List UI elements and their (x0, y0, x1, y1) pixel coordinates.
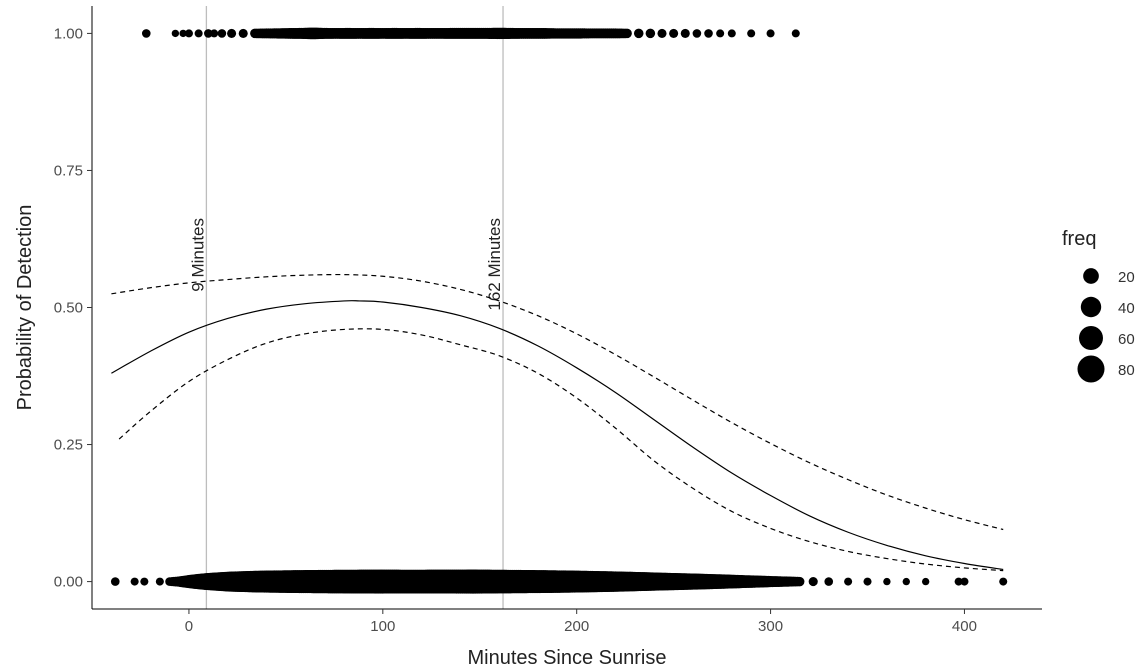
x-axis-ticks: 0 100 200 300 400 (185, 609, 977, 635)
legend-label: 80 (1118, 362, 1135, 379)
legend-key (1083, 268, 1099, 284)
x-axis-title: Minutes Since Sunrise (468, 647, 667, 669)
legend-label: 20 (1118, 269, 1135, 286)
reference-lines (205, 6, 504, 609)
data-point (727, 29, 736, 38)
data-point (645, 28, 656, 39)
points-not-detected (110, 569, 1008, 594)
reference-line-label: 9 Minutes (188, 218, 207, 292)
data-point (130, 577, 139, 586)
y-axis-title: Probability of Detection (14, 205, 36, 411)
fitted-line (111, 300, 1004, 571)
fitted-curves (111, 273, 1004, 572)
legend-title: freq (1062, 228, 1096, 250)
data-point (204, 29, 213, 38)
y-tick-label: 0.00 (54, 574, 83, 591)
x-tick-label: 100 (370, 618, 395, 635)
data-point (171, 29, 180, 38)
x-tick-label: 300 (758, 618, 783, 635)
data-point (657, 28, 667, 38)
data-point (227, 28, 237, 38)
data-point (808, 577, 818, 587)
data-point (902, 577, 910, 586)
data-point (217, 29, 227, 38)
data-point (844, 577, 853, 586)
data-point (179, 29, 187, 38)
data-point (622, 28, 632, 39)
y-tick-label: 0.50 (54, 300, 83, 317)
data-point (155, 577, 164, 586)
data-point (704, 29, 713, 38)
data-point (141, 29, 151, 38)
data-point (960, 577, 969, 586)
y-tick-label: 0.25 (54, 437, 83, 454)
data-point (863, 577, 872, 586)
data-point (194, 29, 203, 38)
y-axis-ticks: 0.00 0.25 0.50 0.75 1.00 (54, 25, 92, 591)
data-point (110, 577, 120, 586)
points-detected (141, 27, 800, 40)
legend: freq 20 40 60 80 (1062, 228, 1135, 383)
data-point (766, 29, 775, 38)
legend-key (1077, 355, 1105, 383)
confidence-band-line (111, 273, 1004, 531)
y-tick-label: 0.75 (54, 162, 83, 179)
legend-key (1079, 326, 1103, 350)
data-point (669, 28, 679, 38)
reference-line-labels: 9 Minutes 162 Minutes (188, 218, 504, 311)
y-tick-label: 1.00 (54, 25, 83, 42)
data-point (999, 577, 1008, 586)
data-point (921, 577, 930, 586)
data-point (140, 577, 149, 586)
legend-key (1080, 296, 1102, 318)
legend-label: 40 (1118, 300, 1135, 317)
data-point (633, 28, 644, 39)
x-tick-label: 200 (564, 618, 589, 635)
x-tick-label: 400 (952, 618, 977, 635)
data-point (794, 576, 805, 587)
legend-label: 60 (1118, 331, 1135, 348)
data-point (680, 28, 690, 38)
data-point (184, 29, 193, 38)
confidence-band-line (118, 328, 1004, 572)
data-point (954, 577, 963, 586)
reference-line-label: 162 Minutes (485, 218, 504, 311)
data-point (210, 29, 219, 38)
data-point (791, 29, 800, 38)
data-point (747, 29, 756, 38)
data-point (883, 577, 891, 586)
data-point (824, 577, 834, 586)
data-point (692, 29, 702, 38)
x-tick-label: 0 (185, 618, 193, 635)
data-point (716, 29, 725, 38)
data-point (238, 28, 248, 38)
